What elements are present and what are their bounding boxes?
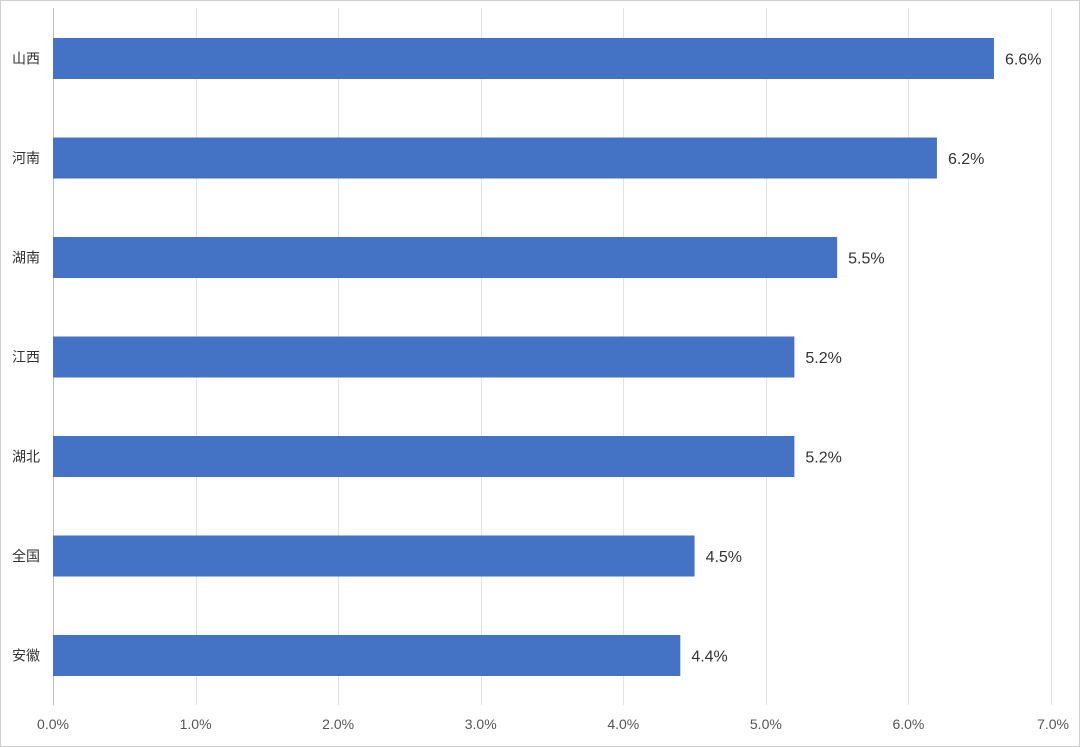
- bar-2: [53, 237, 838, 278]
- x-tick-label: 2.0%: [322, 716, 354, 732]
- bars: [53, 38, 994, 676]
- x-tick-label: 6.0%: [892, 716, 924, 732]
- x-tick-label: 1.0%: [180, 716, 212, 732]
- category-label: 河南: [12, 151, 40, 167]
- bar-4: [53, 436, 795, 477]
- x-tick-labels: 0.0% 1.0% 2.0% 3.0% 4.0% 5.0% 6.0% 7.0%: [37, 716, 1069, 732]
- x-tick-label: 4.0%: [607, 716, 639, 732]
- value-label: 5.5%: [848, 251, 884, 268]
- value-label: 6.2%: [948, 151, 984, 168]
- category-label: 安徽: [12, 649, 40, 665]
- bar-0: [53, 38, 994, 79]
- bar-1: [53, 137, 937, 179]
- value-label: 4.4%: [691, 649, 727, 666]
- category-label: 全国: [12, 548, 40, 565]
- bar-3: [53, 336, 795, 378]
- category-label: 江西: [12, 350, 40, 366]
- x-tick-label: 0.0%: [37, 716, 69, 732]
- category-label: 山西: [12, 52, 40, 68]
- category-label: 湖南: [12, 251, 40, 267]
- value-labels: 6.6% 6.2% 5.5% 5.2% 5.2% 4.5% 4.4%: [691, 52, 1041, 666]
- x-tick-label: 5.0%: [750, 716, 782, 732]
- x-tick-label: 3.0%: [465, 716, 497, 732]
- category-label: 湖北: [12, 450, 40, 466]
- gridlines: [53, 8, 1052, 705]
- value-label: 4.5%: [706, 549, 742, 566]
- value-label: 5.2%: [805, 450, 841, 467]
- bar-5: [53, 535, 695, 577]
- bar-6: [53, 635, 681, 676]
- value-label: 6.6%: [1005, 52, 1041, 69]
- value-label: 5.2%: [805, 350, 841, 367]
- x-tick-label: 7.0%: [1037, 716, 1069, 732]
